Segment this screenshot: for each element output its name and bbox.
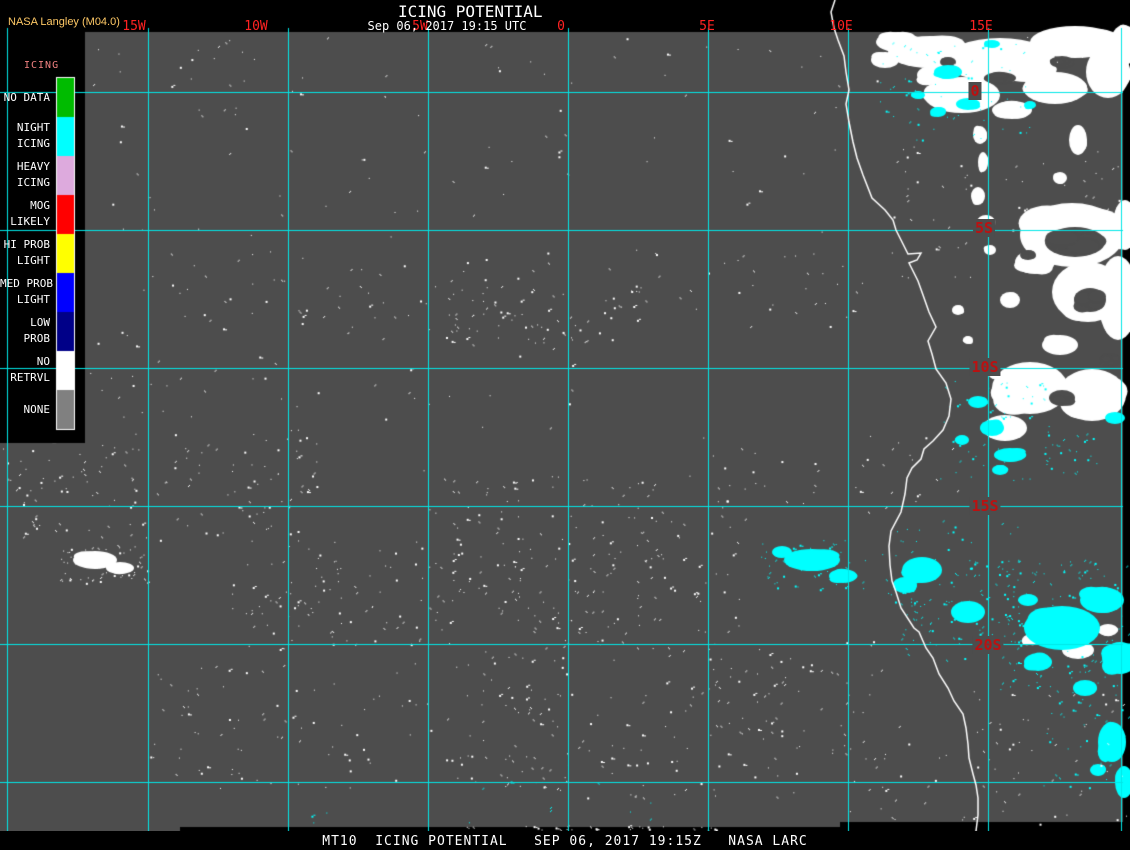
lat-label-10s: 10S	[969, 358, 1001, 376]
legend-item-no-retrvl-line2: RETRVL	[10, 371, 50, 384]
lat-label-5s: 5S	[972, 219, 996, 237]
legend-item-heavy-icing-line1: HEAVY	[16, 160, 50, 173]
legend-item-hi-prob-light-line1: HI PROB	[3, 238, 50, 251]
legend-item-mog-likely-line1: MOG	[30, 199, 50, 212]
lon-label-0: 0	[557, 19, 565, 34]
lat-label-20s: 20S	[972, 636, 1004, 654]
product-datetime: Sep 06, 2017 19:15 UTC	[367, 19, 527, 33]
legend-item-low-prob-line1: LOW	[30, 316, 50, 329]
legend-item-low-prob-line2: PROB	[23, 332, 51, 345]
legend-item-night-icing-line2: ICING	[16, 137, 50, 150]
legend-item-heavy-icing-line2: ICING	[16, 176, 50, 189]
lon-label-15e: 15E	[969, 19, 993, 34]
lat-label-15s: 15S	[969, 497, 1001, 515]
lon-label-10e: 10E	[829, 19, 853, 34]
footer-bar: MT10 ICING POTENTIAL SEP 06, 2017 19:15Z…	[0, 831, 1130, 850]
legend-item-night-icing-line1: NIGHT	[16, 121, 50, 134]
legend-title: ICING	[24, 60, 60, 71]
legend-item-no-data-line1: NO DATA	[3, 91, 50, 104]
footer-text: MT10 ICING POTENTIAL SEP 06, 2017 19:15Z…	[322, 834, 808, 849]
product-title: ICING POTENTIAL	[398, 2, 543, 21]
lon-label-10w: 10W	[244, 19, 268, 34]
lon-label-15w: 15W	[122, 19, 146, 34]
legend-item-no-retrvl-line1: NO	[36, 355, 50, 368]
legend-item-hi-prob-light-line2: LIGHT	[16, 254, 50, 267]
lon-label-5e: 5E	[699, 19, 715, 34]
nasa-langley-credit: NASA Langley (M04.0)	[8, 16, 120, 28]
legend-item-mog-likely-line2: LIKELY	[10, 215, 50, 228]
lat-label-0: 0	[968, 82, 982, 100]
legend-item-med-prob-light-line2: LIGHT	[16, 293, 50, 306]
legend-item-none-line1: NONE	[23, 403, 51, 416]
lon-label-5w: 5W	[412, 19, 428, 34]
legend-item-med-prob-light-line1: MED PROB	[0, 277, 53, 290]
